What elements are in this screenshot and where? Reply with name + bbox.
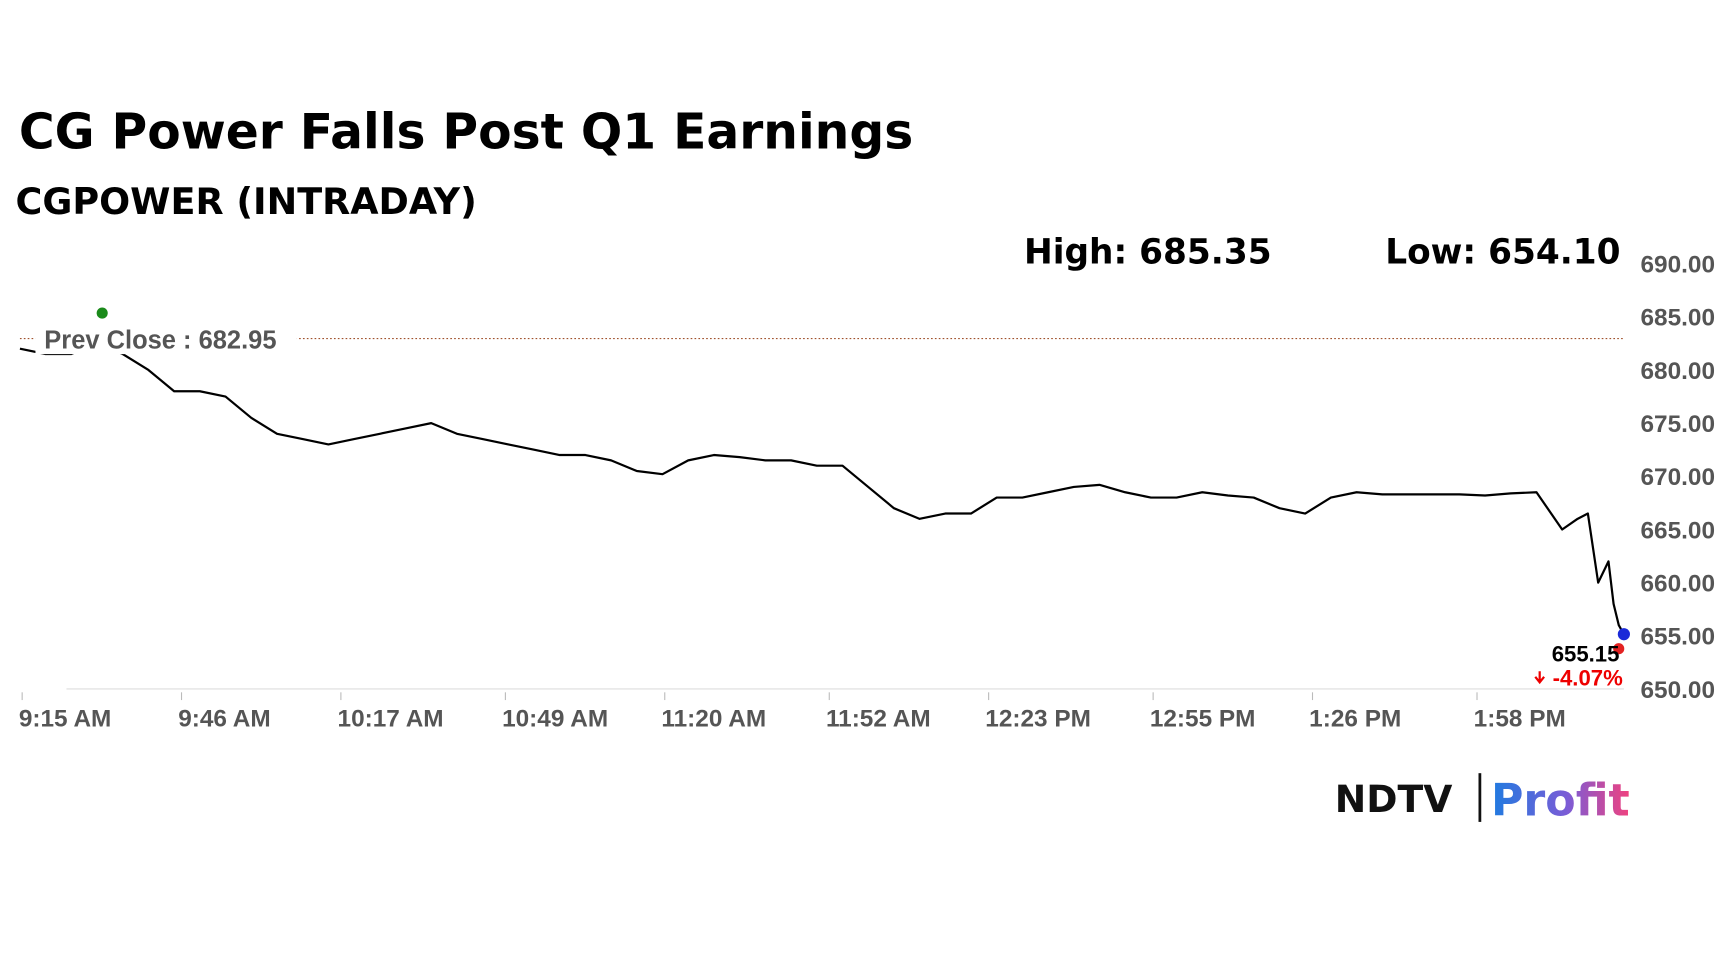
y-tick-label: 675.00 [1640, 411, 1715, 438]
y-tick-label: 685.00 [1640, 305, 1715, 332]
y-tick-label: 650.00 [1640, 677, 1715, 704]
x-tick-label: 11:52 AM [826, 706, 931, 733]
last-value-label: 655.15 [1552, 641, 1620, 666]
prev-close-label: Prev Close : 682.95 [44, 327, 276, 355]
x-tick-label: 9:46 AM [178, 706, 271, 733]
low-label: Low: 654.10 [1385, 233, 1620, 273]
chart-subtitle: CGPOWER (INTRADAY) [16, 180, 477, 223]
x-tick-label: 12:23 PM [985, 706, 1091, 733]
x-tick-label: 1:26 PM [1309, 706, 1401, 733]
logo-brand: NDTV [1335, 777, 1453, 821]
y-tick-label: 680.00 [1640, 358, 1715, 385]
y-tick-label: 670.00 [1640, 464, 1715, 491]
prev-close-bg [35, 320, 297, 355]
down-arrow [1534, 671, 1545, 685]
x-tick-label: 9:15 AM [19, 706, 112, 733]
x-tick-label: 10:17 AM [338, 706, 444, 733]
x-tick-label: 12:55 PM [1150, 706, 1256, 733]
y-tick-label: 660.00 [1640, 571, 1715, 598]
low-marker [1613, 643, 1625, 655]
x-tick-label: 10:49 AM [502, 706, 608, 733]
x-tick-label: 11:20 AM [661, 706, 766, 733]
high-marker [96, 307, 108, 319]
high-label: High: 685.35 [1024, 233, 1272, 273]
chart-title: CG Power Falls Post Q1 Earnings [19, 104, 913, 160]
x-tick-label: 1:58 PM [1474, 706, 1566, 733]
y-tick-label: 665.00 [1640, 517, 1715, 544]
y-tick-label: 690.00 [1640, 251, 1715, 278]
logo-product: Profit [1491, 775, 1630, 826]
y-tick-label: 655.00 [1640, 624, 1715, 651]
last-marker [1617, 628, 1630, 641]
change-label: -4.07% [1553, 666, 1623, 691]
price-line [19, 342, 1625, 635]
